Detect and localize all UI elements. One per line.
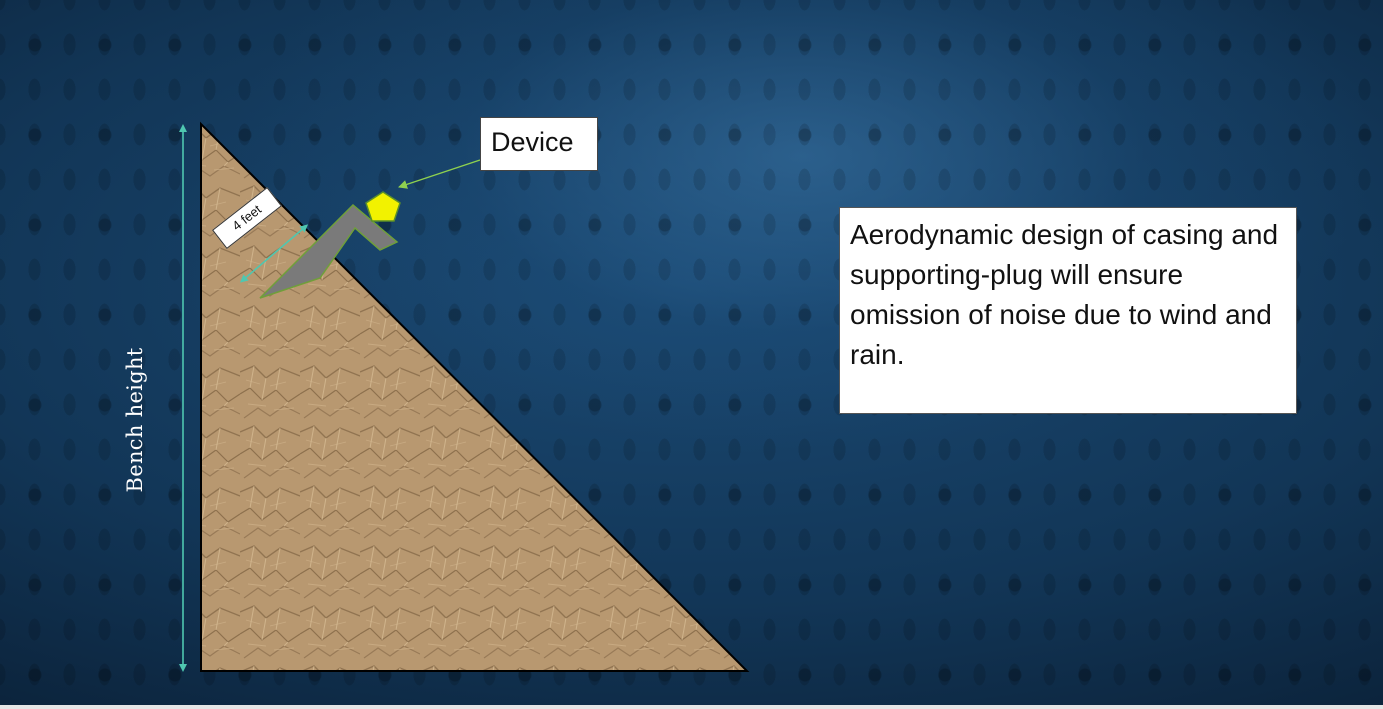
device-callout-label: Device bbox=[480, 117, 598, 171]
description-text-box: Aerodynamic design of casing and support… bbox=[839, 207, 1297, 414]
bent-casing-icon bbox=[259, 203, 399, 299]
bench-height-label: Bench height bbox=[123, 347, 147, 493]
device-callout-line bbox=[398, 159, 481, 189]
bench-slope bbox=[200, 121, 750, 672]
distance-arrow bbox=[239, 224, 309, 283]
pentagon-icon bbox=[365, 191, 401, 222]
description-text: Aerodynamic design of casing and support… bbox=[850, 219, 1279, 370]
slide-bottom-bar bbox=[0, 705, 1383, 709]
